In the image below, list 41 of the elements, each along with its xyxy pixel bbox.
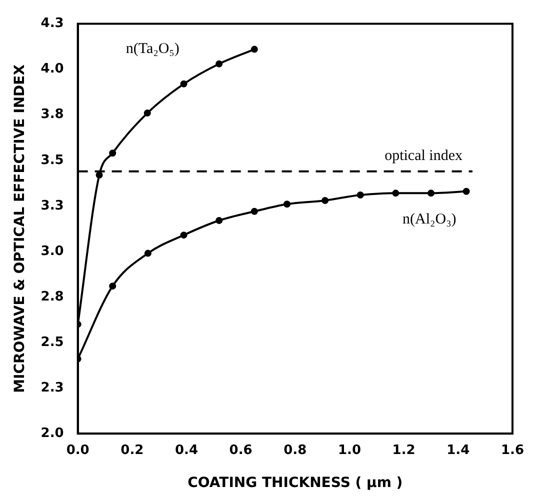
point <box>144 250 152 257</box>
x-tick-label: 0.8 <box>284 442 307 458</box>
x-tick-label: 1.6 <box>500 442 524 458</box>
point <box>109 282 116 290</box>
point <box>109 150 116 157</box>
y-tick-label: 4.0 <box>40 62 64 77</box>
y-tick-label: 4.3 <box>40 16 64 32</box>
x-tick-label: 0.6 <box>229 442 252 458</box>
point <box>356 192 364 199</box>
y-tick-label: 3.0 <box>40 244 64 259</box>
point <box>144 110 151 117</box>
point <box>250 46 258 53</box>
y-axis-title: MICROWAVE & OPTICAL EFFECTIVE INDEX <box>12 64 28 393</box>
series-label: n(Ta₂O₅) <box>126 41 180 58</box>
y-tick-label: 3.3 <box>40 198 64 214</box>
x-tick-label: 1.0 <box>338 442 362 458</box>
point <box>96 171 103 178</box>
point <box>216 60 223 68</box>
x-tick-label: 1.4 <box>446 442 470 458</box>
y-tick-label: 2.3 <box>40 380 64 396</box>
x-tick-label: 0.0 <box>66 442 90 458</box>
point <box>180 80 188 88</box>
y-tick-label: 3.5 <box>40 152 64 168</box>
point <box>427 190 434 197</box>
series-label: n(Al₂O₃) <box>402 211 456 228</box>
point <box>284 200 291 208</box>
x-tick-label: 0.2 <box>120 442 144 458</box>
y-tick-label: 2.8 <box>40 289 64 304</box>
y-tick-label: 2.0 <box>40 426 64 441</box>
point <box>392 190 400 197</box>
x-tick-label: 0.4 <box>174 442 198 458</box>
y-tick-label: 2.5 <box>40 334 64 350</box>
x-tick-label: 1.2 <box>392 442 416 458</box>
point <box>462 188 470 195</box>
point <box>180 232 188 239</box>
y-tick-label: 3.8 <box>40 107 64 122</box>
point <box>216 217 223 224</box>
x-axis-title: COATING THICKNESS ( µm ) <box>188 475 403 492</box>
point <box>250 208 258 215</box>
point <box>322 196 329 204</box>
ref-line-label: optical index <box>384 148 463 164</box>
